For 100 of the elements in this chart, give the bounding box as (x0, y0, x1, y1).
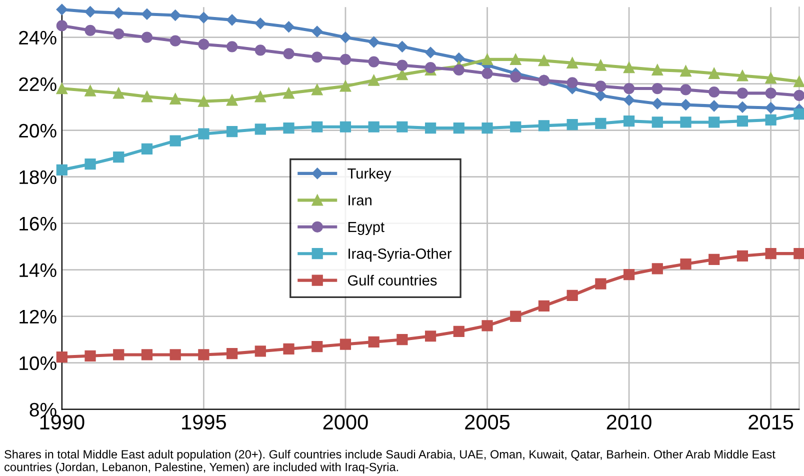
point (368, 56, 380, 68)
x-tick-label: 2000 (323, 414, 368, 430)
point (283, 48, 294, 60)
point (794, 90, 804, 102)
legend-label: Iraq-Syria-Other (348, 248, 452, 262)
point (765, 72, 776, 84)
point (736, 250, 748, 262)
point (708, 86, 720, 98)
point (312, 341, 323, 352)
point (312, 52, 323, 63)
point (708, 68, 720, 79)
y-tick-label: 24% (19, 30, 56, 45)
point (566, 118, 578, 130)
x-tick-label: 1990 (40, 414, 84, 430)
point (652, 64, 663, 76)
point (396, 69, 408, 80)
point (482, 54, 493, 66)
point (680, 66, 692, 77)
point (510, 54, 522, 66)
x-tick-label: 1995 (182, 414, 226, 430)
point (765, 88, 776, 99)
point (396, 121, 408, 132)
point (56, 82, 68, 94)
point (453, 326, 464, 338)
point (56, 20, 68, 32)
point (170, 93, 181, 105)
point (254, 44, 266, 56)
point (566, 77, 578, 88)
y-tick-label: 22% (19, 77, 56, 92)
point (538, 300, 550, 312)
point (226, 14, 238, 26)
y-tick-label: 18% (20, 170, 56, 184)
point (254, 18, 266, 30)
point (424, 330, 436, 342)
point (312, 84, 323, 96)
point (794, 248, 804, 260)
point (198, 96, 210, 107)
point (396, 41, 408, 52)
text: Shares in total Middle East adult population (20+). Gulf countries include Saudi Arabia, UAE, Oman, Kuwait, Qatar, Barhein. Other Arab Middle East countries (Jordan, Lebanon, Palestine, Yemen) are included with Iraq-Syria. (4, 450, 776, 474)
point (226, 41, 238, 52)
y-tick-label: 12% (20, 310, 56, 324)
point (794, 108, 804, 120)
point (283, 343, 294, 354)
point (623, 62, 635, 74)
point (453, 52, 465, 64)
point (510, 121, 522, 132)
point (652, 263, 663, 274)
point (736, 116, 748, 127)
point (141, 349, 153, 360)
point (170, 135, 181, 146)
point (283, 21, 294, 33)
point (623, 116, 635, 127)
point (56, 164, 68, 176)
point (283, 88, 294, 99)
point (340, 54, 352, 66)
point (623, 82, 635, 94)
point (708, 116, 720, 128)
point (680, 116, 692, 128)
point (396, 334, 408, 346)
legend-label: Turkey (348, 168, 392, 182)
point (84, 6, 96, 18)
point (680, 258, 692, 270)
point (595, 118, 606, 129)
point (312, 26, 323, 38)
point (84, 85, 96, 96)
point (198, 38, 210, 50)
point (226, 126, 238, 138)
point (141, 143, 153, 155)
y-tick-label: 8% (30, 402, 56, 417)
point (453, 122, 464, 134)
point (340, 32, 352, 43)
y-tick-label: 14% (20, 263, 56, 278)
point (368, 121, 380, 132)
point (424, 46, 436, 58)
point (736, 70, 748, 82)
point (113, 7, 124, 19)
point (368, 74, 380, 86)
point (170, 10, 181, 21)
point (510, 310, 522, 322)
point (56, 351, 68, 363)
point (424, 122, 436, 134)
point (482, 122, 493, 134)
point (340, 121, 352, 132)
point (595, 60, 606, 71)
x-tick-label: 2010 (606, 414, 652, 430)
point (84, 158, 96, 170)
point (680, 99, 692, 110)
point (510, 71, 522, 82)
point (765, 114, 776, 126)
point (794, 76, 804, 88)
point (708, 254, 720, 265)
x-tick-label: 2005 (465, 414, 510, 430)
point (538, 55, 550, 66)
point (368, 336, 380, 348)
point (765, 102, 776, 114)
point (538, 120, 550, 132)
point (566, 290, 578, 301)
point (595, 278, 606, 290)
point (283, 122, 294, 134)
point (708, 100, 720, 112)
